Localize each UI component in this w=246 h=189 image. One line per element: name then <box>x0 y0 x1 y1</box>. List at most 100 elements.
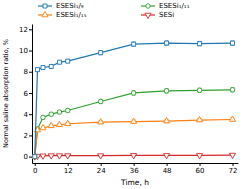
tick: 8 <box>24 68 32 76</box>
legend-item: ESESi₁/₁₁ <box>141 2 190 10</box>
point <box>56 121 62 126</box>
x-axis: 0 12 24 36 48 60 72 <box>33 163 239 175</box>
point <box>48 154 54 159</box>
point <box>98 154 104 159</box>
tick-mark <box>68 163 69 166</box>
axis-line <box>33 163 239 164</box>
point <box>40 154 46 159</box>
tick-label: 10 <box>19 47 28 55</box>
axis-line <box>32 25 33 164</box>
point <box>198 42 202 46</box>
tick-mark <box>29 93 32 94</box>
tick-label: 48 <box>163 167 172 175</box>
legend-item: ESESi₁/₁₅ <box>38 11 87 19</box>
error-bar <box>66 109 70 112</box>
legend-item: SESi <box>141 11 174 19</box>
point <box>65 108 70 113</box>
tick-label: 36 <box>130 167 139 175</box>
chart: 0122436486072024681012Time, hNormal sali… <box>0 0 246 189</box>
series-line <box>35 90 233 157</box>
tick-label: 60 <box>196 167 205 175</box>
error-bar <box>49 65 53 68</box>
error-bar <box>57 61 61 64</box>
tick-mark <box>200 163 201 166</box>
legend-label: ESESi₁/₉ <box>56 2 84 10</box>
error-bar <box>165 41 169 45</box>
tick: 4 <box>24 111 32 119</box>
legend-item: ESESi₁/₉ <box>38 2 84 10</box>
point <box>231 41 235 45</box>
tick-label: 12 <box>19 26 28 34</box>
tick: 0 <box>24 153 32 161</box>
point <box>164 118 170 123</box>
tick: 36 <box>130 163 139 175</box>
point <box>33 155 37 159</box>
legend: ESESi₁/₉ESESi₁/₁₅ ESESi₁/₁₁SESi <box>38 2 190 19</box>
point <box>131 118 137 123</box>
point <box>65 154 71 159</box>
point <box>56 154 62 159</box>
y-axis: 0 2 4 6 8 10 12 <box>19 25 32 164</box>
point <box>65 120 71 125</box>
point <box>35 68 39 72</box>
tick: 60 <box>196 163 205 175</box>
point <box>57 60 61 64</box>
error-bar <box>99 99 103 103</box>
tick: 24 <box>97 163 106 175</box>
tick-label: 8 <box>24 68 28 76</box>
tick-mark <box>29 135 32 136</box>
point <box>48 122 54 127</box>
series <box>33 41 235 159</box>
point <box>197 154 203 159</box>
point <box>164 89 169 94</box>
point <box>132 42 136 46</box>
tick: 0 <box>33 163 37 175</box>
tick-label: 0 <box>24 153 28 161</box>
point <box>41 66 45 70</box>
series <box>32 153 236 160</box>
error-bar <box>49 113 53 116</box>
tick: 12 <box>64 163 73 175</box>
error-bar <box>99 51 103 55</box>
point <box>49 112 54 117</box>
error-bar <box>132 91 136 95</box>
error-bar <box>66 60 70 63</box>
tick-mark <box>29 114 32 115</box>
point <box>49 64 53 68</box>
legend-label: ESESi₁/₁₅ <box>56 11 87 19</box>
tick-label: 4 <box>24 111 29 119</box>
tick-mark <box>134 163 135 166</box>
plot-area <box>32 41 236 160</box>
legend-marker <box>146 4 151 9</box>
tick-mark <box>29 29 32 30</box>
legend-marker <box>145 13 151 18</box>
point <box>164 154 170 159</box>
series-line <box>35 119 233 156</box>
point <box>131 91 136 96</box>
tick: 2 <box>24 132 32 140</box>
error-bar <box>198 42 202 46</box>
legend-marker <box>43 4 47 8</box>
tick-mark <box>29 157 32 158</box>
tick-label: 0 <box>33 167 37 175</box>
error-bar <box>41 66 45 69</box>
point <box>229 153 235 158</box>
point <box>98 99 103 104</box>
tick-label: 6 <box>24 90 29 98</box>
error-bar <box>231 88 235 92</box>
series-line <box>35 43 233 157</box>
error-bar <box>231 41 235 45</box>
tick-mark <box>29 51 32 52</box>
point <box>165 41 169 45</box>
error-bar <box>165 89 169 93</box>
tick-mark <box>101 163 102 166</box>
point <box>40 124 46 129</box>
tick: 72 <box>229 163 238 175</box>
y-axis-title: Normal saline absorption ratio, % <box>2 39 10 148</box>
tick: 10 <box>19 47 32 55</box>
point <box>99 51 103 55</box>
tick-mark <box>29 72 32 73</box>
point <box>197 117 203 122</box>
point <box>57 110 62 115</box>
point <box>98 119 104 124</box>
